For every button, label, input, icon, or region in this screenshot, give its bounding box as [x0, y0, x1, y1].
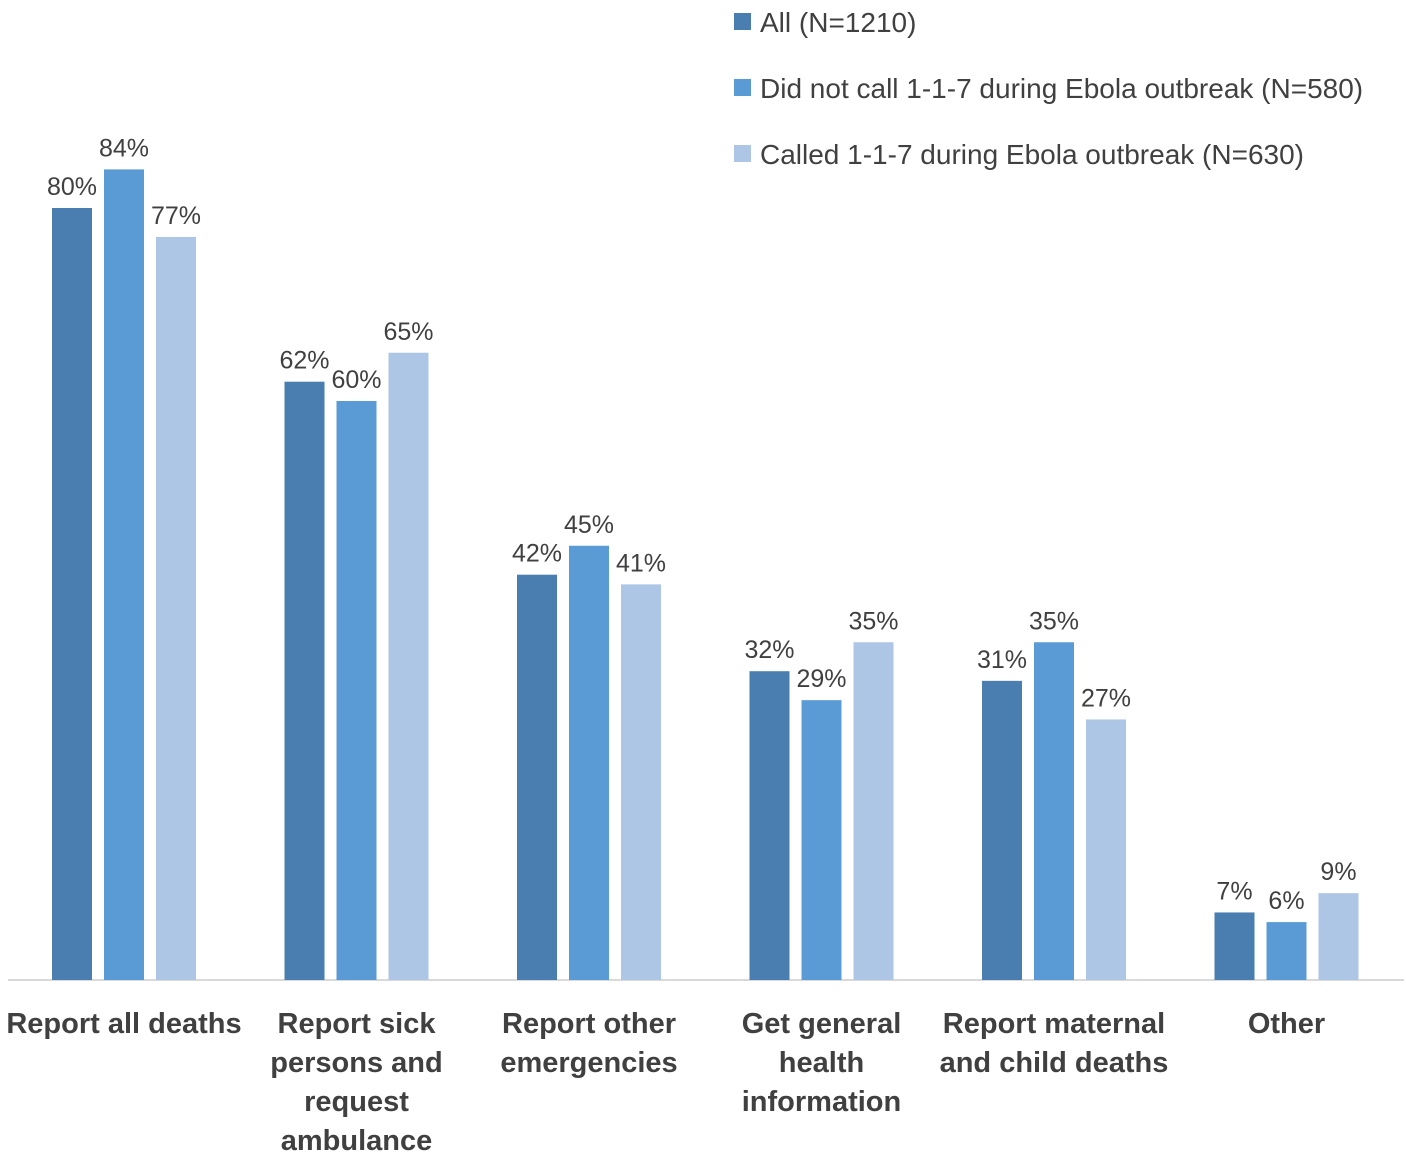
bar	[1319, 893, 1359, 980]
data-label: 32%	[744, 636, 794, 664]
bar	[569, 546, 609, 980]
bar	[517, 575, 557, 980]
data-label: 80%	[47, 173, 97, 201]
bar	[1086, 719, 1126, 980]
bar	[1215, 912, 1255, 980]
bar	[337, 401, 377, 980]
category-label: information	[742, 1086, 902, 1118]
data-label: 35%	[848, 607, 898, 635]
category-label: Report other	[502, 1008, 676, 1040]
legend-swatch	[734, 145, 751, 162]
category-label: Get general	[742, 1008, 902, 1040]
category-label: request	[304, 1086, 409, 1118]
data-label: 45%	[564, 511, 614, 539]
legend-swatch	[734, 13, 751, 30]
data-label: 65%	[383, 318, 433, 346]
legend-label: All (N=1210)	[760, 7, 916, 38]
bar	[156, 237, 196, 980]
category-label: persons and	[270, 1047, 442, 1079]
data-label: 35%	[1029, 607, 1079, 635]
category-label: ambulance	[281, 1125, 433, 1151]
data-label: 62%	[279, 347, 329, 375]
bar	[1034, 642, 1074, 980]
bar	[52, 208, 92, 980]
data-label: 84%	[99, 134, 149, 162]
bar	[802, 700, 842, 980]
data-label: 7%	[1216, 877, 1252, 905]
legend-swatch	[734, 79, 751, 96]
data-label: 6%	[1268, 887, 1304, 915]
bar	[389, 353, 429, 980]
category-label: Other	[1248, 1008, 1325, 1040]
bar	[750, 671, 790, 980]
bar	[982, 681, 1022, 980]
bar	[104, 169, 144, 980]
data-label: 29%	[796, 665, 846, 693]
bar	[854, 642, 894, 980]
category-label: health	[779, 1047, 864, 1079]
data-label: 41%	[616, 549, 666, 577]
legend-label: Did not call 1-1-7 during Ebola outbreak…	[760, 73, 1363, 104]
data-label: 60%	[331, 366, 381, 394]
bar	[621, 584, 661, 980]
data-label: 77%	[151, 202, 201, 230]
legend-label: Called 1-1-7 during Ebola outbreak (N=63…	[760, 139, 1304, 170]
category-label: emergencies	[500, 1047, 677, 1079]
category-label: Report maternal	[943, 1008, 1165, 1040]
data-label: 42%	[512, 540, 562, 568]
category-label: Report sick	[278, 1008, 437, 1040]
category-label: Report all deaths	[6, 1008, 241, 1040]
data-label: 27%	[1081, 684, 1131, 712]
bar	[285, 382, 325, 980]
data-label: 31%	[977, 646, 1027, 674]
bar	[1267, 922, 1307, 980]
data-label: 9%	[1320, 858, 1356, 886]
category-label: and child deaths	[940, 1047, 1169, 1079]
